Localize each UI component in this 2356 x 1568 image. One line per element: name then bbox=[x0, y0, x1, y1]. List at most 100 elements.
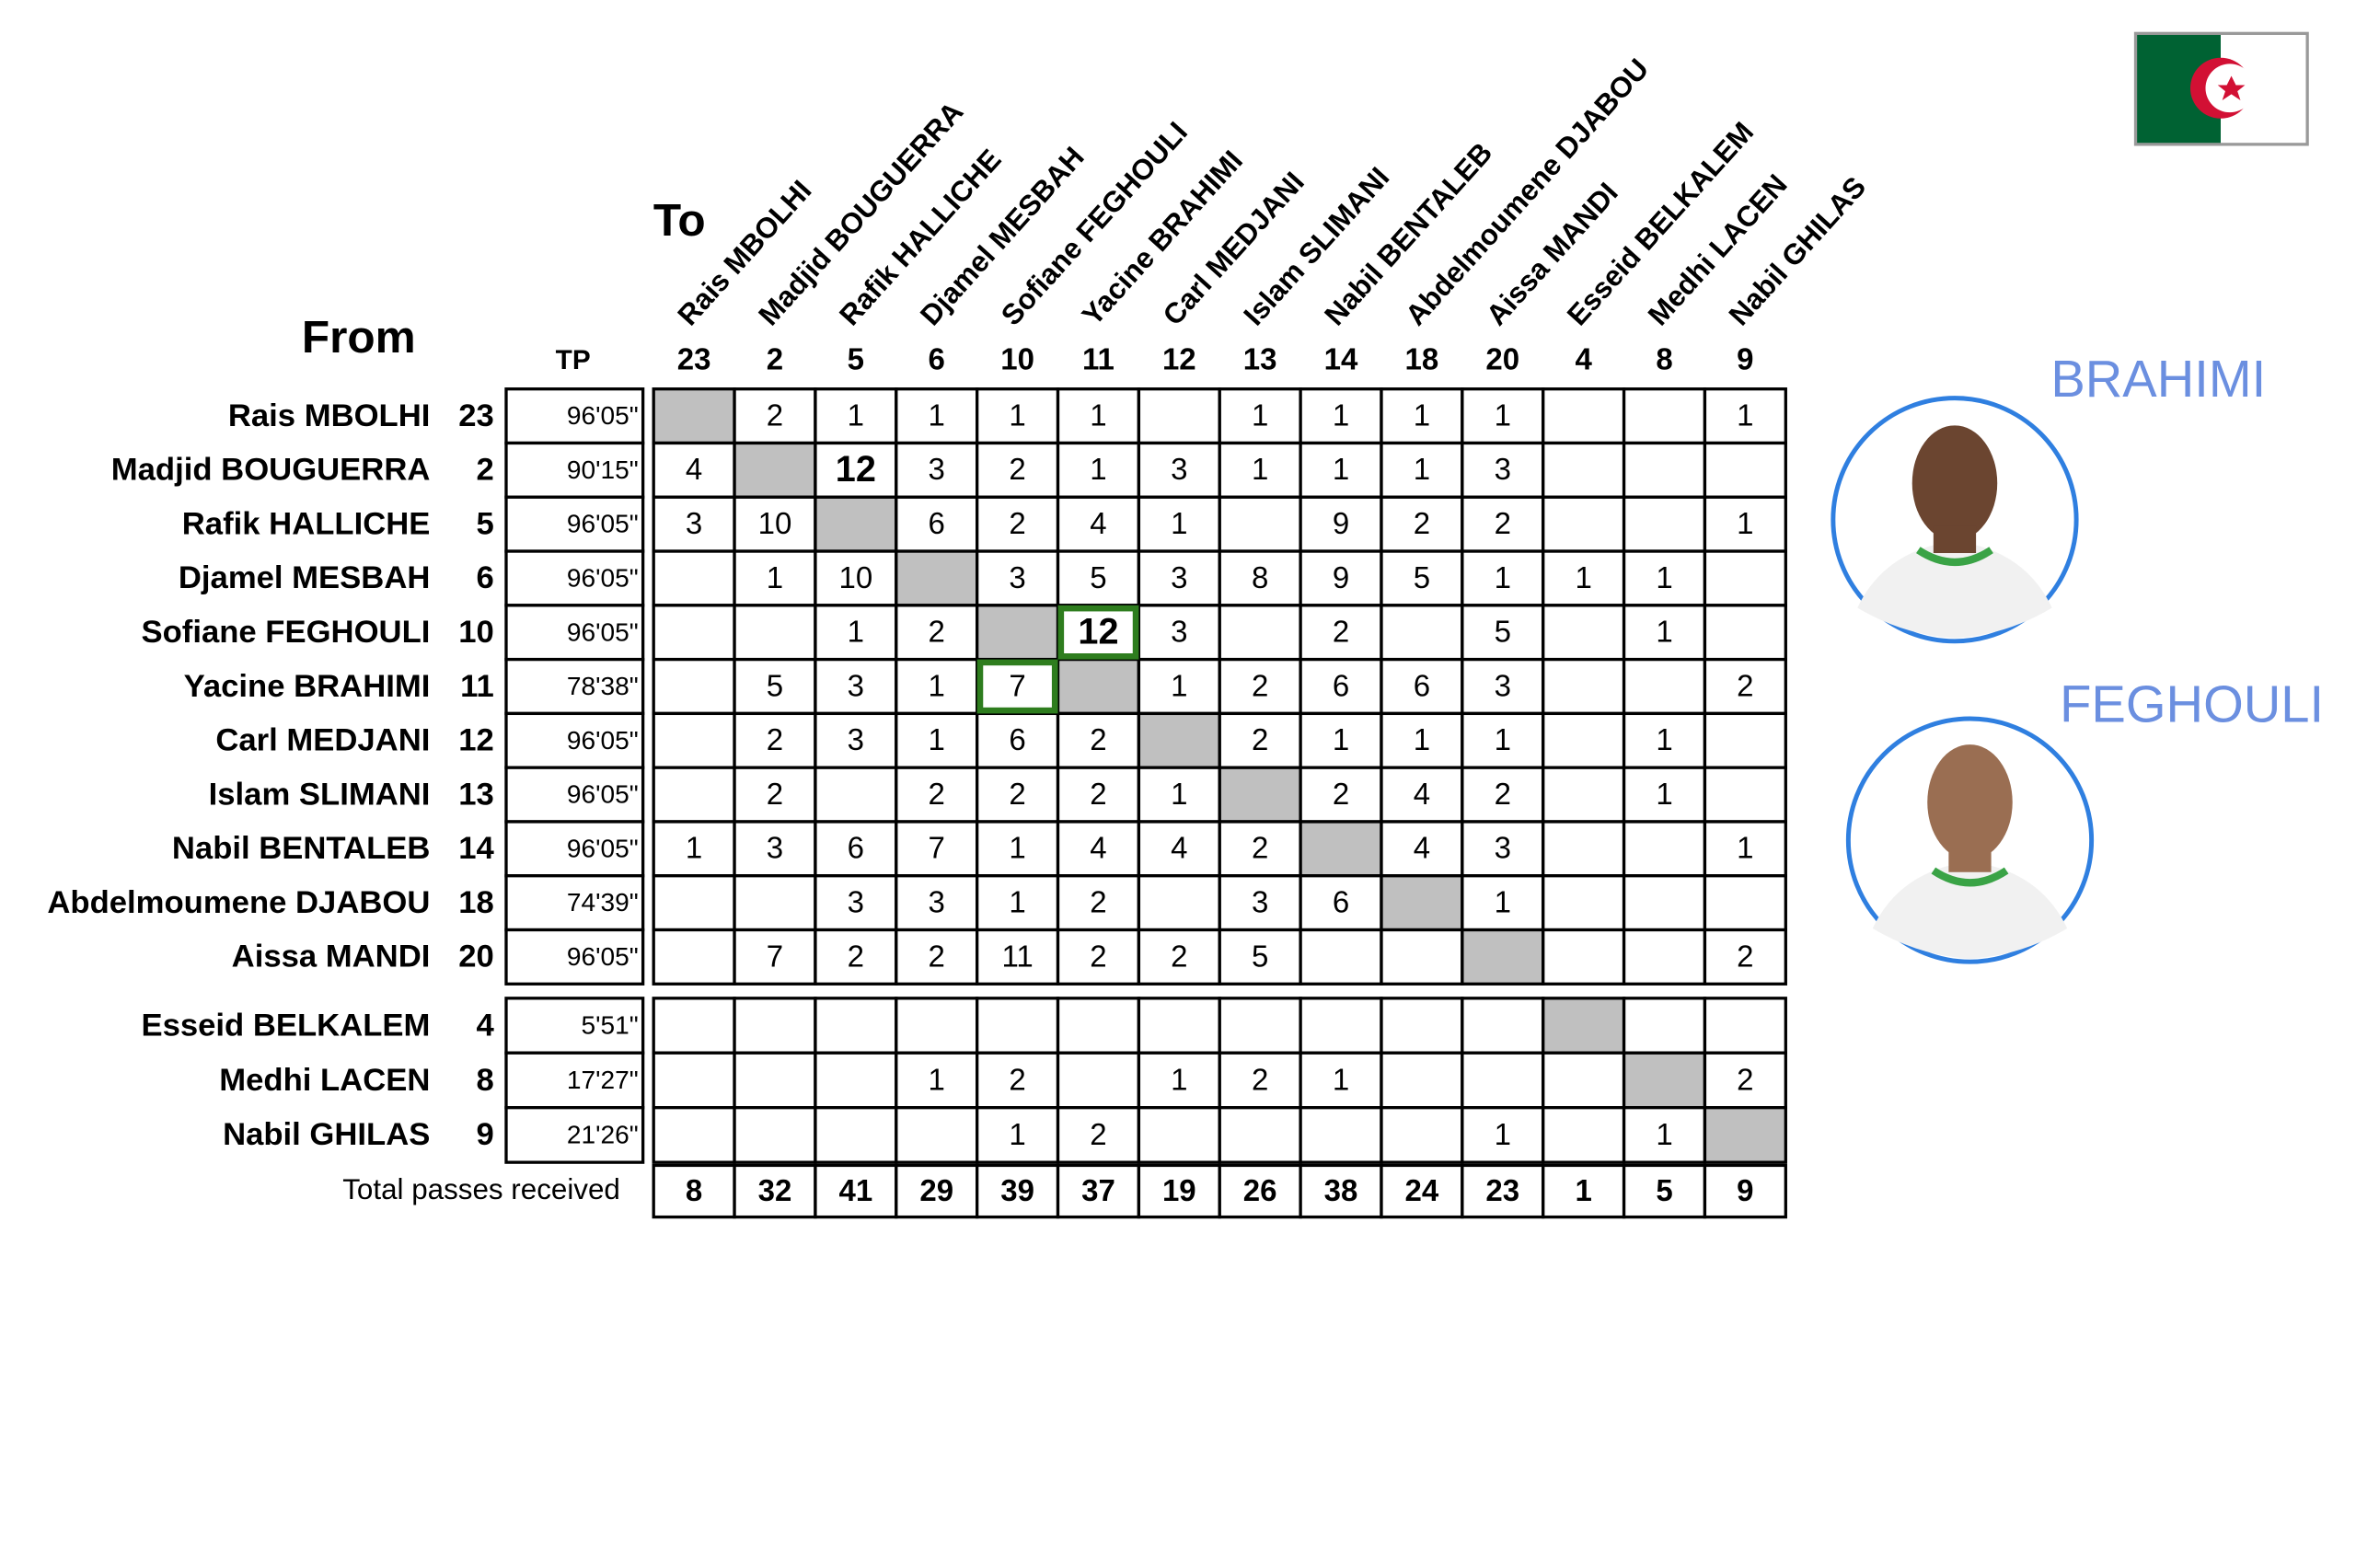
cell bbox=[652, 604, 736, 662]
row-number: 5 bbox=[476, 506, 493, 541]
pass-count: 1 bbox=[1171, 1062, 1187, 1096]
highlight-cell bbox=[976, 659, 1058, 714]
total-value: 38 bbox=[1324, 1173, 1358, 1207]
cell bbox=[895, 711, 979, 769]
row-name: Yacine BRAHIMI bbox=[184, 669, 431, 704]
total-cell bbox=[814, 1163, 898, 1219]
pass-count: 2 bbox=[929, 777, 945, 811]
cell bbox=[652, 1051, 736, 1110]
cell bbox=[652, 928, 736, 986]
row-name: Abdelmoumene DJABOU bbox=[47, 885, 430, 920]
pass-count: 3 bbox=[1252, 884, 1268, 918]
cell bbox=[1218, 495, 1302, 553]
pass-count: 11 bbox=[1001, 939, 1033, 973]
tp-value: 96'05" bbox=[567, 617, 639, 646]
pass-count: 2 bbox=[929, 939, 945, 973]
pass-count: 1 bbox=[1414, 722, 1430, 756]
pass-count: 2 bbox=[1252, 831, 1268, 865]
diagonal-cell bbox=[1137, 711, 1221, 769]
cell bbox=[1056, 928, 1141, 986]
row-number: 13 bbox=[458, 777, 494, 812]
pass-count: 6 bbox=[1333, 668, 1349, 702]
cell bbox=[1380, 1106, 1464, 1164]
tp-value: 96'05" bbox=[567, 510, 639, 538]
player-name: FEGHOULI bbox=[2060, 674, 2324, 732]
pass-count: 8 bbox=[1252, 560, 1268, 594]
cell bbox=[1299, 766, 1383, 824]
cell bbox=[733, 874, 817, 932]
cell bbox=[652, 820, 736, 878]
cell bbox=[1299, 928, 1383, 986]
pass-count: 3 bbox=[1495, 831, 1511, 865]
row-number: 4 bbox=[476, 1008, 494, 1043]
tp-value: 96'05" bbox=[567, 942, 639, 971]
cell bbox=[1380, 1051, 1464, 1110]
pass-count: 2 bbox=[1414, 506, 1430, 540]
pass-count: 2 bbox=[1009, 452, 1025, 486]
pass-count: 7 bbox=[1009, 668, 1025, 702]
column-name: Carl MEDJANI bbox=[1157, 166, 1311, 331]
diagonal-cell bbox=[1380, 874, 1464, 932]
cell bbox=[1461, 711, 1545, 769]
pass-count: 1 bbox=[1575, 560, 1591, 594]
pass-count: 5 bbox=[1252, 939, 1268, 973]
pass-count: 7 bbox=[929, 831, 945, 865]
tp-cell bbox=[504, 997, 645, 1055]
cell bbox=[1218, 387, 1302, 445]
cell bbox=[976, 928, 1060, 986]
column-number: 14 bbox=[1324, 342, 1358, 376]
to-label: To bbox=[653, 195, 706, 246]
total-label: Total passes received bbox=[342, 1173, 620, 1205]
row-number: 14 bbox=[458, 831, 494, 866]
cell bbox=[1137, 874, 1221, 932]
pass-count: 4 bbox=[686, 452, 702, 486]
pass-count: 1 bbox=[1495, 398, 1511, 432]
cell bbox=[1542, 1106, 1626, 1164]
pass-count: 2 bbox=[1252, 668, 1268, 702]
row-number: 8 bbox=[476, 1063, 493, 1098]
cell bbox=[1622, 387, 1707, 445]
cell bbox=[1542, 928, 1626, 986]
pass-count: 12 bbox=[836, 449, 876, 490]
pass-count: 2 bbox=[1495, 506, 1511, 540]
cell bbox=[814, 711, 898, 769]
pass-count: 3 bbox=[767, 831, 783, 865]
cell bbox=[1461, 604, 1545, 662]
pass-count: 7 bbox=[767, 939, 783, 973]
cell bbox=[1461, 1106, 1545, 1164]
tp-value: 96'05" bbox=[567, 726, 639, 755]
total-value: 5 bbox=[1656, 1173, 1672, 1207]
cell bbox=[1542, 549, 1626, 607]
pass-count: 1 bbox=[1090, 398, 1106, 432]
cell bbox=[1218, 997, 1302, 1055]
cell bbox=[652, 549, 736, 607]
cell bbox=[895, 820, 979, 878]
cell bbox=[976, 549, 1060, 607]
highlight-cell bbox=[1057, 605, 1139, 660]
cell bbox=[1703, 657, 1787, 716]
cell bbox=[1056, 820, 1141, 878]
tp-value: 5'51" bbox=[582, 1011, 639, 1040]
cell bbox=[1461, 1051, 1545, 1110]
pass-count: 1 bbox=[1252, 452, 1268, 486]
cell bbox=[652, 711, 736, 769]
pass-count: 1 bbox=[1333, 452, 1349, 486]
pass-count: 3 bbox=[848, 722, 864, 756]
pass-count: 1 bbox=[848, 398, 864, 432]
cell bbox=[895, 441, 979, 499]
row-number: 10 bbox=[458, 615, 494, 650]
total-cell bbox=[1056, 1163, 1141, 1219]
column-number: 20 bbox=[1485, 342, 1519, 376]
pass-count: 1 bbox=[1333, 1062, 1349, 1096]
pass-count: 3 bbox=[929, 452, 945, 486]
pass-count: 1 bbox=[1495, 722, 1511, 756]
pass-count: 3 bbox=[1495, 452, 1511, 486]
cell bbox=[652, 997, 736, 1055]
cell bbox=[814, 604, 898, 662]
pass-count: 1 bbox=[767, 560, 783, 594]
tp-value: 96'05" bbox=[567, 564, 639, 593]
total-cell bbox=[652, 1163, 736, 1219]
pass-count: 2 bbox=[1252, 722, 1268, 756]
pass-count: 6 bbox=[1009, 722, 1025, 756]
cell bbox=[814, 1106, 898, 1164]
